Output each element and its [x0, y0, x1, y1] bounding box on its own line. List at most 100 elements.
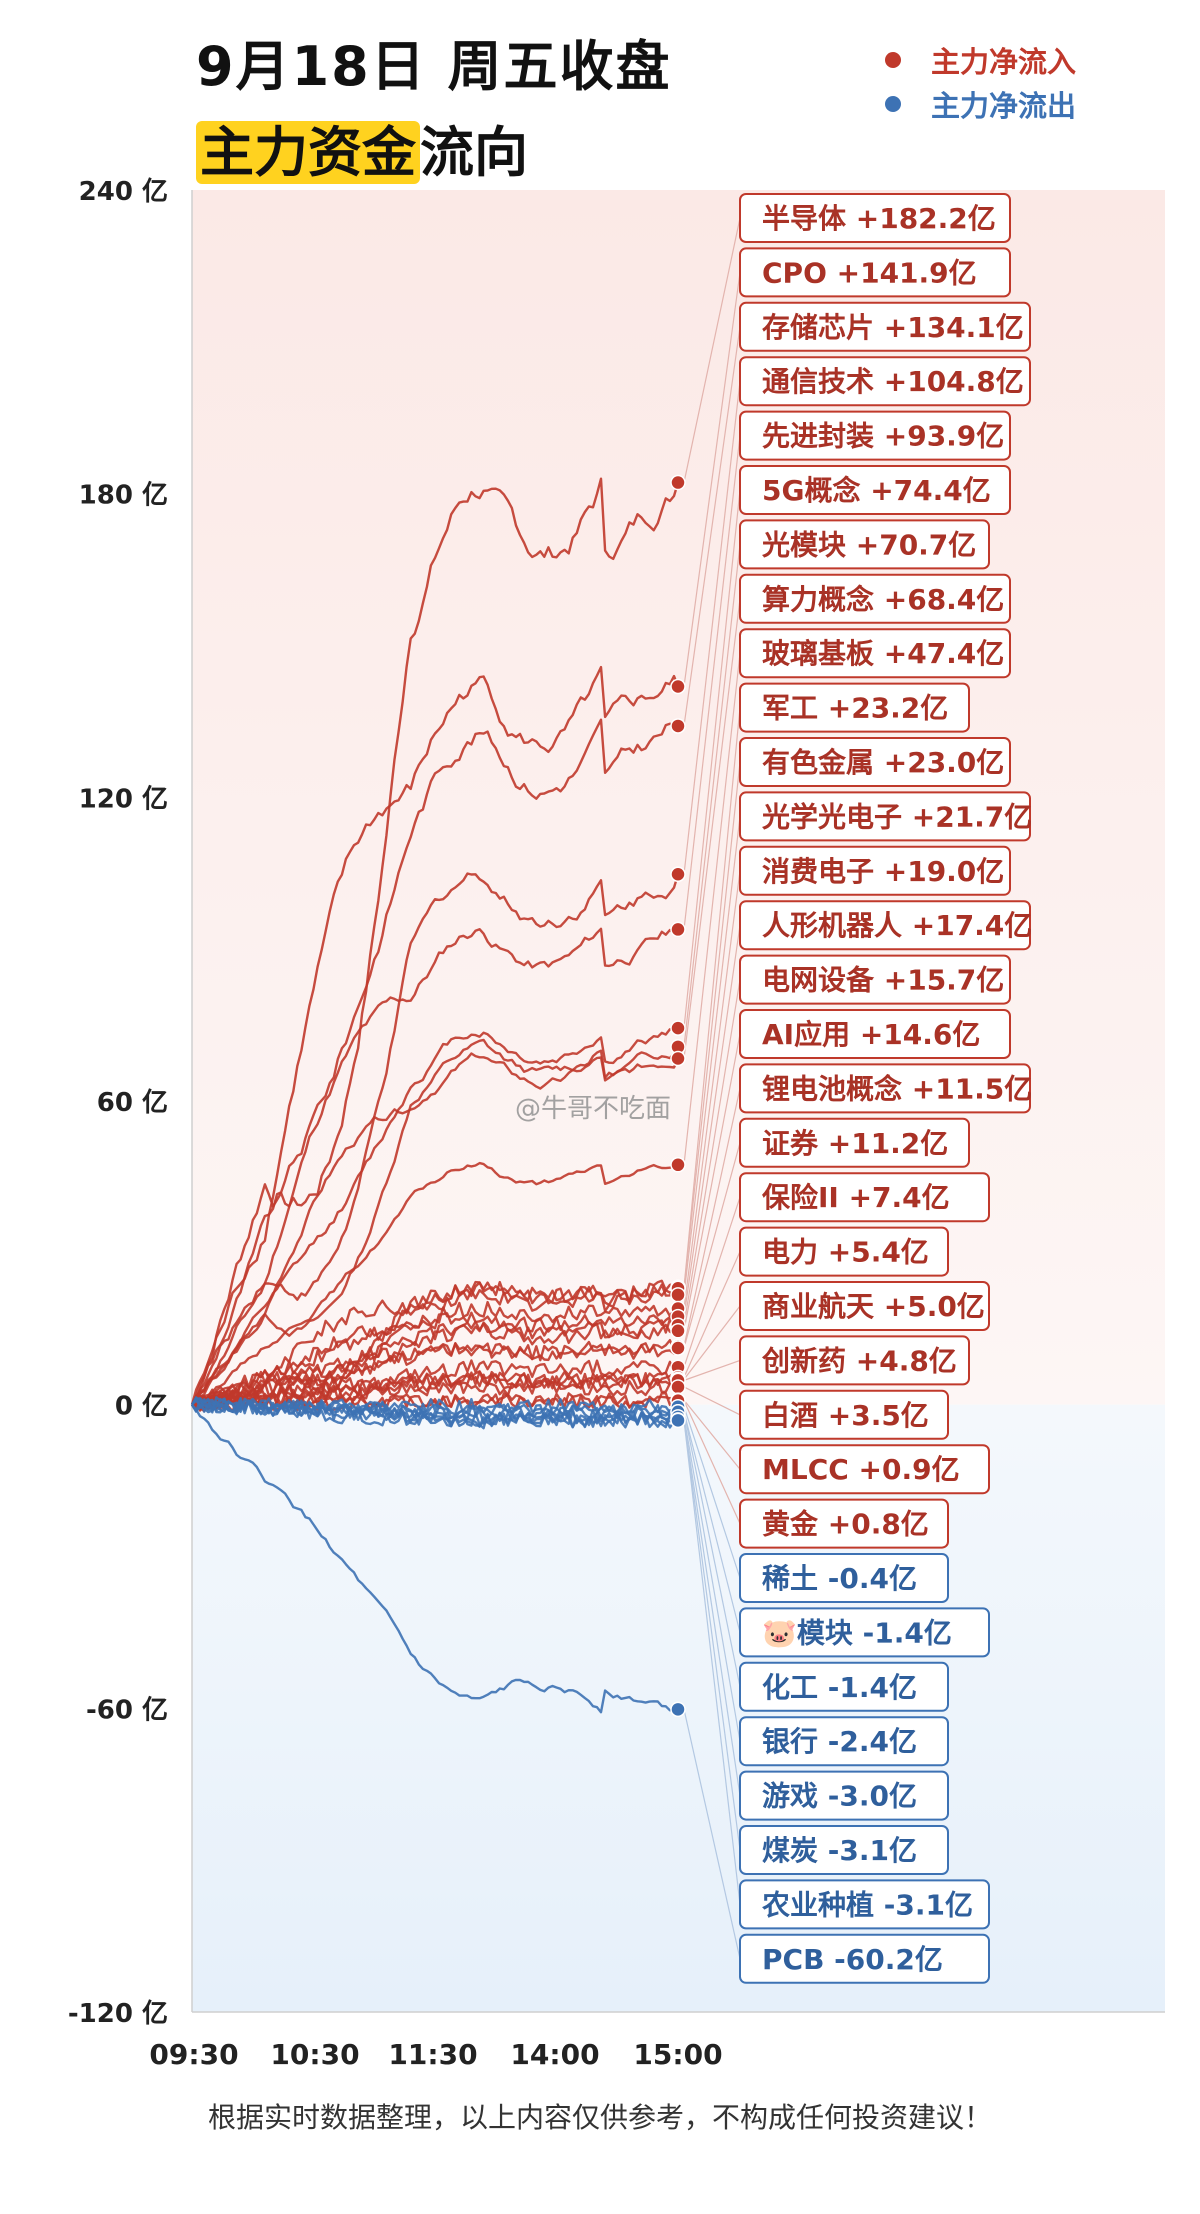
series-label-text: 证券 +11.2亿: [762, 1127, 948, 1160]
series-label-box: [739, 193, 1011, 243]
series-label-box: [739, 1825, 949, 1875]
series-label-text: 通信技术 +104.8亿: [762, 365, 1024, 398]
leader-line: [683, 598, 741, 1059]
leader-line: [683, 1420, 741, 1905]
series-label-text: 人形机器人 +17.4亿: [762, 909, 1032, 942]
series-label-text: 农业种植 -3.1亿: [761, 1888, 973, 1921]
leader-line: [683, 761, 741, 1289]
series-label-box: [739, 410, 1011, 461]
leader-line: [683, 1088, 741, 1347]
series-label-box: [739, 1444, 990, 1495]
series-label-box: [739, 628, 1011, 679]
series-label-box: [739, 1933, 990, 1984]
y-tick-label: -120 亿: [68, 1999, 168, 2029]
series-label-box: [739, 900, 1031, 951]
series-line: [191, 1378, 679, 1411]
leader-line: [683, 1406, 741, 1579]
leader-line: [683, 925, 741, 1317]
series-label-box: [739, 1498, 949, 1549]
y-tick-label: 60 亿: [97, 1088, 168, 1118]
subtitle-rest: 流向: [420, 121, 528, 184]
series-label-box: [739, 1553, 949, 1603]
series-label-box: [739, 682, 970, 733]
series-label-box: [739, 1770, 949, 1821]
series-label-text: 算力概念 +68.4亿: [762, 583, 1004, 616]
legend: 主力净流入 主力净流出: [885, 38, 1076, 126]
series-line: [191, 1161, 679, 1406]
legend-label-outflow: 主力净流出: [931, 89, 1077, 123]
leader-line: [683, 1411, 741, 1687]
leader-line: [683, 1197, 741, 1368]
leader-line: [683, 1411, 741, 1633]
series-line: [191, 1403, 679, 1714]
series-label-box: [739, 1389, 949, 1440]
chart-subtitle: 主力资金流向: [196, 108, 528, 187]
series-line: [191, 1397, 679, 1429]
footer-disclaimer: 根据实时数据整理，以上内容仅供参考，不构成任何投资建议！: [207, 2101, 992, 2134]
series-end-dot: [670, 1701, 686, 1718]
series-label-box: [739, 573, 1011, 624]
x-tick-label: 14:00: [510, 2038, 599, 2071]
leader-line: [683, 1305, 741, 1380]
series-line: [190, 718, 679, 1406]
series-label-text: 锂电池概念 +11.5亿: [762, 1072, 1032, 1105]
series-label-box: [739, 465, 1011, 515]
y-tick-label: 180 亿: [79, 481, 168, 511]
series-label-box: [739, 1009, 1011, 1059]
series-label-text: PCB -60.2亿: [762, 1943, 943, 1976]
series-line: [190, 927, 679, 1406]
leader-line: [683, 1709, 741, 1959]
series-label-text: 光学光电子 +21.7亿: [761, 800, 1032, 833]
leader-line: [683, 1416, 741, 1742]
series-label-box: [739, 1607, 990, 1658]
series-label-text: 稀土 -0.4亿: [762, 1562, 917, 1595]
series-label-text: 电网设备 +15.7亿: [762, 964, 1004, 997]
series-end-dot: [670, 1020, 686, 1036]
leader-line: [683, 272, 741, 687]
series-label-box: [739, 1879, 990, 1930]
series-end-dot: [670, 718, 686, 734]
leader-line: [683, 816, 741, 1295]
leader-line: [683, 217, 741, 483]
series-label-box: [739, 301, 1031, 352]
leader-line: [683, 870, 741, 1309]
chart-title: 9月18日 周五收盘: [196, 35, 672, 98]
leader-line: [683, 381, 741, 875]
series-label-text: 电力 +5.4亿: [762, 1236, 929, 1269]
series-end-dot: [670, 1323, 686, 1339]
leader-line: [683, 1251, 741, 1378]
series-label-box: [739, 1716, 949, 1767]
y-tick-label: 0 亿: [115, 1392, 168, 1422]
series-label-text: 5G概念 +74.4亿: [762, 474, 991, 507]
series-label-text: 先进封装 +93.9亿: [762, 420, 1004, 453]
leader-line: [683, 1359, 741, 1381]
series-label-text: AI应用 +14.6亿: [762, 1018, 980, 1051]
series-label-text: MLCC +0.9亿: [762, 1453, 960, 1486]
series-label-text: 白酒 +3.5亿: [762, 1399, 929, 1432]
series-label-text: 游戏 -3.0亿: [762, 1780, 917, 1813]
series-label-box: [739, 791, 1031, 842]
series-end-dot: [670, 1412, 686, 1429]
leader-line: [683, 1033, 741, 1331]
series-line: [190, 1038, 680, 1406]
x-tick-label: 09:30: [149, 2038, 238, 2071]
series-label-text: 玻璃基板 +47.4亿: [762, 637, 1004, 670]
leader-line: [683, 435, 741, 930]
series-label-text: 黄金 +0.8亿: [762, 1508, 929, 1541]
series-line: [190, 665, 680, 1406]
series-line: [191, 1398, 679, 1430]
series-label-text: 存储芯片 +134.1亿: [762, 311, 1024, 344]
series-label-text: 化工 -1.4亿: [762, 1671, 917, 1704]
series-label-text: 煤炭 -3.1亿: [762, 1834, 917, 1867]
series-label-box: [739, 1226, 949, 1277]
legend-label-inflow: 主力净流入: [931, 45, 1077, 79]
series-line: [191, 872, 680, 1406]
leader-line: [683, 1400, 741, 1524]
y-tick-label: 240 亿: [79, 177, 168, 207]
leader-line: [683, 1386, 741, 1416]
series-label-box: [739, 1117, 970, 1168]
series-label-text: 保险II +7.4亿: [762, 1181, 950, 1214]
x-tick-label: 11:30: [388, 2038, 477, 2071]
